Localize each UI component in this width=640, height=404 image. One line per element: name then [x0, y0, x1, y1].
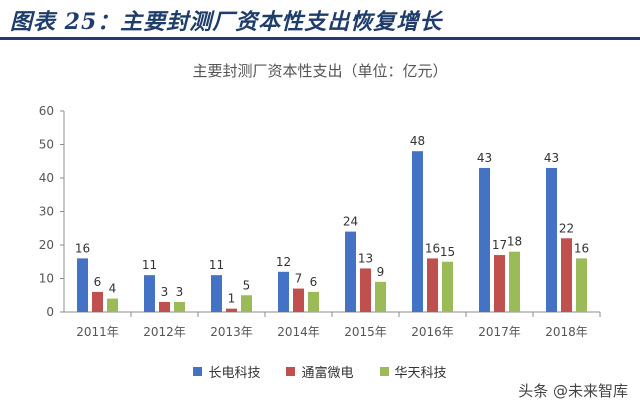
bar-2 — [427, 258, 438, 312]
data-label-1: 43 — [477, 151, 492, 165]
legend-swatch-series-1 — [193, 366, 203, 376]
data-label-2: 17 — [492, 238, 507, 252]
bar-1 — [412, 151, 423, 312]
x-tick-label: 2013年 — [210, 325, 253, 339]
data-label-1: 11 — [209, 258, 224, 272]
data-label-1: 24 — [343, 215, 358, 229]
bar-1 — [211, 275, 222, 312]
legend-swatch-series-3 — [379, 366, 389, 376]
y-tick-label: 50 — [39, 138, 54, 152]
data-label-3: 9 — [377, 265, 385, 279]
watermark-text: 头条 @未来智库 — [518, 382, 628, 400]
bar-3 — [375, 281, 386, 312]
data-label-2: 3 — [161, 285, 169, 299]
bar-2 — [561, 238, 572, 312]
legend-label-series-1: 长电科技 — [208, 365, 261, 381]
data-label-1: 12 — [276, 255, 291, 269]
bar-2 — [226, 308, 237, 312]
data-label-2: 13 — [358, 251, 373, 265]
bar-2 — [360, 268, 371, 312]
data-label-2: 7 — [295, 272, 303, 286]
x-tick-label: 2011年 — [76, 325, 119, 339]
y-tick-label: 40 — [39, 171, 54, 185]
data-label-3: 3 — [176, 285, 184, 299]
legend-label-series-2: 通富微电 — [301, 365, 354, 381]
x-tick-label: 2015年 — [344, 325, 387, 339]
figure-header: 图表 25：主要封测厂资本性支出恢复增长 — [0, 0, 640, 40]
bar-3 — [241, 295, 252, 312]
bar-3 — [308, 291, 319, 312]
y-tick-label: 0 — [46, 305, 54, 319]
x-tick-label: 2014年 — [277, 325, 320, 339]
data-label-1: 16 — [75, 241, 90, 255]
bar-2 — [92, 291, 103, 312]
data-label-1: 43 — [544, 151, 559, 165]
y-tick-label: 60 — [39, 104, 54, 118]
bar-1 — [278, 271, 289, 312]
data-label-2: 6 — [94, 275, 102, 289]
data-label-3: 5 — [243, 278, 251, 292]
data-label-3: 18 — [507, 235, 522, 249]
bar-1 — [77, 258, 88, 312]
data-label-2: 22 — [559, 221, 574, 235]
bar-3 — [107, 298, 118, 312]
figure-title: 图表 25：主要封测厂资本性支出恢复增长 — [10, 9, 443, 35]
y-tick-label: 30 — [39, 205, 54, 219]
chart-legend: 长电科技 通富微电 华天科技 — [0, 361, 640, 381]
data-label-2: 16 — [425, 241, 440, 255]
bar-1 — [144, 275, 155, 312]
bar-1 — [546, 167, 557, 312]
legend-item-series-2: 通富微电 — [286, 361, 354, 381]
bar-3 — [442, 261, 453, 312]
x-tick-label: 2012年 — [143, 325, 186, 339]
legend-label-series-3: 华天科技 — [394, 365, 447, 381]
bar-2 — [293, 288, 304, 312]
x-tick-label: 2017年 — [478, 325, 521, 339]
bar-2 — [159, 301, 170, 312]
bar-3 — [174, 301, 185, 312]
chart-title: 主要封测厂资本性支出（单位：亿元） — [192, 62, 448, 80]
y-tick-label: 10 — [39, 272, 54, 286]
legend-swatch-series-2 — [286, 366, 296, 376]
bar-3 — [509, 251, 520, 312]
data-label-1: 11 — [142, 258, 157, 272]
legend-item-series-3: 华天科技 — [379, 361, 447, 381]
x-tick-label: 2018年 — [545, 325, 588, 339]
bar-2 — [494, 255, 505, 312]
legend-item-series-1: 长电科技 — [193, 361, 260, 381]
data-label-3: 16 — [574, 241, 589, 255]
x-tick-label: 2016年 — [411, 325, 454, 339]
y-tick-label: 20 — [39, 238, 54, 252]
data-label-3: 6 — [310, 275, 318, 289]
data-label-1: 48 — [410, 134, 425, 148]
data-label-3: 4 — [109, 282, 117, 296]
bar-1 — [345, 231, 356, 312]
bar-1 — [479, 167, 490, 312]
data-label-3: 15 — [440, 245, 455, 259]
bar-3 — [576, 258, 587, 312]
data-label-2: 1 — [228, 292, 236, 306]
